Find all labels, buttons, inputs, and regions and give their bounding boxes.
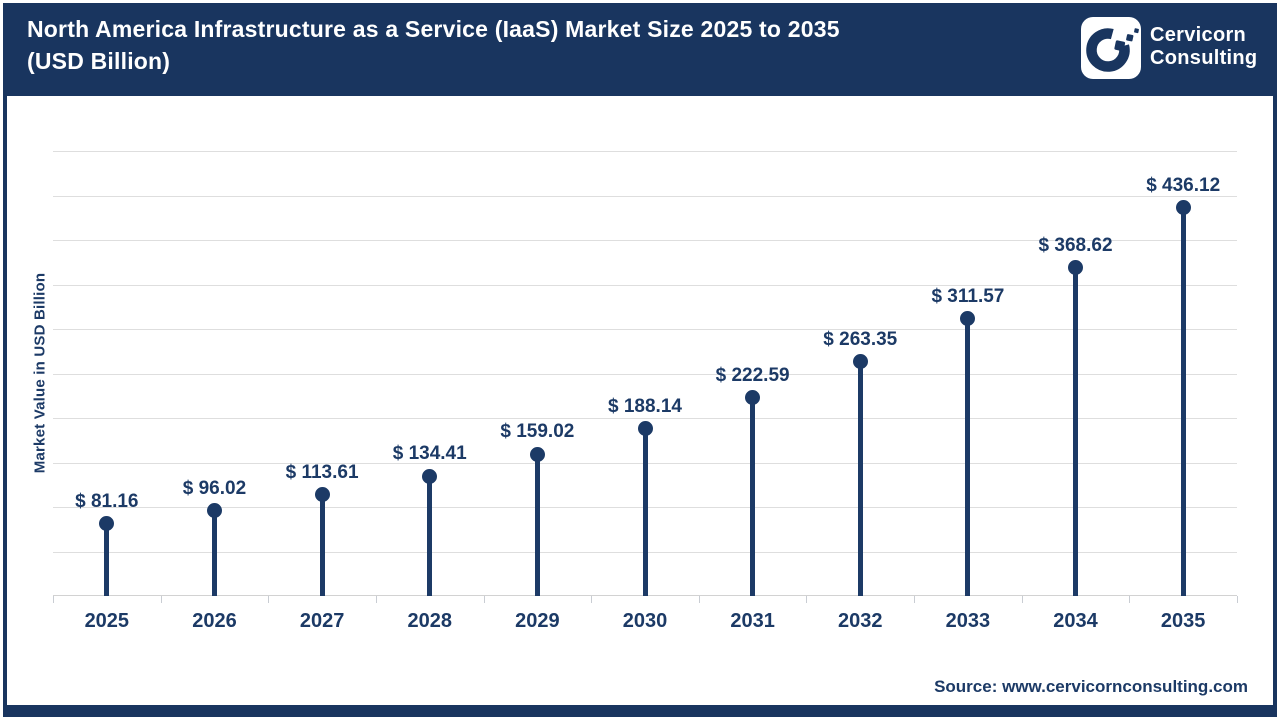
gridline xyxy=(53,240,1237,241)
axis-tick xyxy=(160,596,162,603)
lollipop-stem xyxy=(642,428,648,596)
value-label: $ 188.14 xyxy=(608,395,682,417)
gridline xyxy=(53,373,1237,375)
lollipop-dot xyxy=(314,487,330,503)
x-tick-label: 2033 xyxy=(945,610,991,632)
x-tick-label: 2031 xyxy=(730,610,775,632)
lollipop-stem xyxy=(857,361,863,596)
axis-tick xyxy=(1237,596,1238,603)
value-label: $ 113.61 xyxy=(285,461,359,483)
cervicorn-logo-icon xyxy=(1081,17,1141,79)
lollipop-stem xyxy=(1073,267,1079,596)
brand-name-line1: Cervicorn xyxy=(1150,24,1247,46)
lollipop-dot xyxy=(99,516,115,532)
lollipop-stem xyxy=(427,476,433,596)
lollipop-dot xyxy=(1068,260,1084,276)
lollipop-dot xyxy=(960,311,976,327)
source-text: Source: www.cervicornconsulting.com xyxy=(934,677,1248,696)
axis-tick xyxy=(375,596,377,603)
axis-tick xyxy=(914,596,916,603)
lollipop-dot xyxy=(637,421,653,437)
brand-logo: Cervicorn Consulting xyxy=(1081,17,1257,79)
x-tick-label: 2027 xyxy=(299,610,345,632)
lollipop-dot xyxy=(1175,200,1191,216)
gridline xyxy=(53,418,1237,419)
lollipop-dot xyxy=(529,446,545,462)
value-label: $ 81.16 xyxy=(75,490,139,512)
x-tick-label: 2030 xyxy=(622,610,668,632)
gridline xyxy=(53,151,1237,152)
x-tick-label: 2026 xyxy=(192,610,237,632)
lollipop-dot xyxy=(745,390,761,406)
x-tick-label: 2035 xyxy=(1160,610,1206,632)
value-label: $ 159.02 xyxy=(500,421,575,443)
y-axis-label: Market Value in USD Billion xyxy=(31,272,49,474)
lollipop-stem xyxy=(1180,207,1186,596)
page-title: North America Infrastructure as a Servic… xyxy=(27,13,1057,77)
gridline xyxy=(53,195,1237,197)
axis-tick xyxy=(1129,596,1131,603)
header-bar: North America Infrastructure as a Servic… xyxy=(3,3,1277,96)
plot-area: $ 81.16 2025 $ 96.02 2026 $ 113.61 2027 $ 134.… xyxy=(53,151,1238,632)
brand-name: Cervicorn Consulting xyxy=(1150,24,1257,70)
axis-tick xyxy=(268,596,270,603)
lollipop-stem xyxy=(211,510,217,596)
brand-name-line2: Consulting xyxy=(1150,47,1258,69)
value-label: $ 436.12 xyxy=(1146,174,1221,196)
page-title-line1: North America Infrastructure as a Servic… xyxy=(27,16,840,42)
axis-tick xyxy=(1021,596,1023,603)
x-tick-label: 2025 xyxy=(84,610,130,632)
lollipop-stem xyxy=(750,397,756,596)
x-tick-label: 2028 xyxy=(407,610,452,632)
x-tick-label: 2032 xyxy=(838,610,883,632)
axis-tick xyxy=(53,596,54,603)
value-label: $ 134.41 xyxy=(392,443,467,465)
axis-tick xyxy=(806,596,808,603)
gridline xyxy=(53,284,1237,286)
lollipop-dot xyxy=(206,503,222,519)
axis-tick xyxy=(591,596,593,603)
lollipop-stem xyxy=(104,523,110,596)
value-label: $ 263.35 xyxy=(823,328,898,350)
lollipop-dot xyxy=(852,354,868,370)
lollipop-stem xyxy=(965,318,971,596)
value-label: $ 311.57 xyxy=(931,285,1005,307)
x-tick-label: 2029 xyxy=(515,610,560,632)
lollipop-stem xyxy=(534,454,540,596)
value-label: $ 368.62 xyxy=(1038,234,1113,256)
x-tick-label: 2034 xyxy=(1053,610,1098,632)
lollipop-dot xyxy=(422,468,438,484)
value-label: $ 222.59 xyxy=(715,364,790,386)
axis-tick xyxy=(698,596,700,603)
gridline xyxy=(53,329,1237,330)
page-title-line2: (USD Billion) xyxy=(27,48,171,74)
lollipop-stem xyxy=(319,494,325,596)
value-label: $ 96.02 xyxy=(182,477,247,499)
axis-tick xyxy=(483,596,485,603)
